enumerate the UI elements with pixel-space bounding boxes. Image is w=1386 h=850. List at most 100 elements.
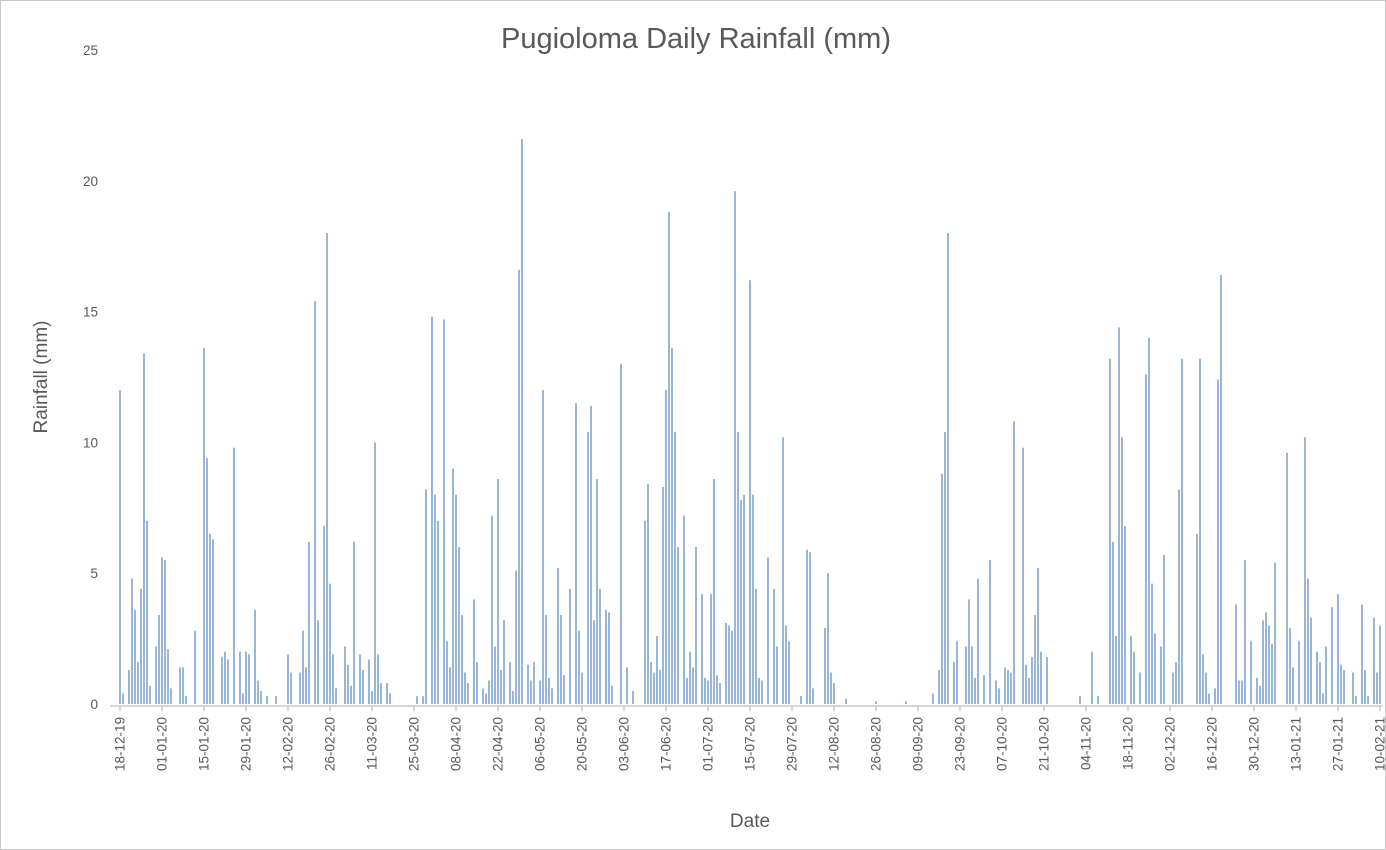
rainfall-bar: [464, 672, 466, 704]
rainfall-bar: [1298, 641, 1300, 704]
rainfall-bar: [587, 431, 589, 704]
rainfall-bar: [368, 659, 370, 704]
x-tick-label: 02-12-20: [1163, 717, 1178, 771]
rainfall-bar: [290, 672, 292, 704]
x-tick-label: 15-01-20: [197, 717, 212, 771]
y-tick-label: 15: [83, 305, 98, 320]
rainfall-bar: [134, 609, 136, 704]
rainfall-bar: [1097, 696, 1099, 704]
rainfall-bar: [1367, 696, 1369, 704]
x-tick-label: 18-11-20: [1121, 717, 1136, 770]
rainfall-bar: [185, 696, 187, 704]
rainfall-bar: [509, 662, 511, 704]
rainfall-bar: [1244, 560, 1246, 704]
rainfall-bar: [998, 688, 1000, 704]
rainfall-bar: [1379, 625, 1381, 704]
rainfall-bar: [1109, 358, 1111, 704]
rainfall-bar: [548, 677, 550, 704]
rainfall-bar: [1133, 651, 1135, 704]
rainfall-bar: [1310, 617, 1312, 704]
rainfall-bar: [1325, 646, 1327, 704]
rainfall-bar: [227, 659, 229, 704]
rainfall-bar: [755, 588, 757, 704]
rainfall-bar: [905, 701, 907, 704]
rainfall-bar: [806, 549, 808, 704]
rainfall-bar: [1205, 672, 1207, 704]
rainfall-bar: [728, 625, 730, 704]
rainfall-bar: [971, 646, 973, 704]
rainfall-bar: [683, 515, 685, 704]
rainfall-bar: [482, 688, 484, 704]
rainfall-bar: [581, 672, 583, 704]
rainfall-bar: [1121, 437, 1123, 704]
rainfall-bar: [833, 683, 835, 704]
rainfall-bar: [542, 390, 544, 704]
rainfall-bar: [1262, 620, 1264, 704]
x-tick-label: 13-01-21: [1289, 717, 1304, 771]
rainfall-bar: [545, 615, 547, 704]
x-tick-label: 17-06-20: [659, 717, 674, 771]
rainfall-bar: [983, 675, 985, 704]
rainfall-bar: [611, 685, 613, 704]
rainfall-bar: [122, 693, 124, 704]
rainfall-bar: [1274, 562, 1276, 704]
rainfall-bar: [875, 701, 877, 704]
x-tick-label: 01-07-20: [701, 717, 716, 771]
rainfall-bar: [593, 620, 595, 704]
rainfall-bar: [725, 622, 727, 704]
x-tick-label: 12-08-20: [827, 717, 842, 771]
rainfall-bar: [1292, 667, 1294, 704]
rainfall-bar: [131, 578, 133, 704]
rainfall-bar: [374, 442, 376, 704]
rainfall-bar: [1007, 669, 1009, 704]
bars-group: [119, 138, 1381, 704]
rainfall-bar: [707, 680, 709, 704]
rainfall-bar: [1337, 594, 1339, 704]
rainfall-bar: [1037, 567, 1039, 704]
rainfall-bar: [305, 667, 307, 704]
rainfall-bar: [1340, 664, 1342, 704]
rainfall-bar: [485, 693, 487, 704]
rainfall-bar: [221, 656, 223, 704]
rainfall-bar: [1331, 607, 1333, 704]
rainfall-bar: [128, 669, 130, 704]
rainfall-bar: [233, 447, 235, 704]
rainfall-bar: [1124, 526, 1126, 704]
rainfall-bar: [437, 520, 439, 704]
rainfall-bar: [1268, 625, 1270, 704]
rainfall-bar: [1364, 669, 1366, 704]
rainfall-bar: [659, 669, 661, 704]
rainfall-bar: [1118, 327, 1120, 704]
rainfall-bar: [752, 494, 754, 704]
rainfall-bar: [386, 683, 388, 704]
rainfall-bar: [650, 662, 652, 704]
rainfall-bar: [362, 669, 364, 704]
rainfall-bar: [158, 615, 160, 704]
rainfall-bar: [209, 533, 211, 704]
rainfall-bar: [1214, 688, 1216, 704]
rainfall-bar: [473, 599, 475, 704]
rainfall-bar: [575, 403, 577, 704]
rainfall-bar: [1352, 672, 1354, 704]
rainfall-bar: [656, 635, 658, 704]
rainfall-bar: [1307, 578, 1309, 704]
rainfall-bar: [203, 348, 205, 704]
rainfall-bar: [560, 615, 562, 704]
rainfall-bar: [692, 667, 694, 704]
rainfall-bar: [1373, 617, 1375, 704]
rainfall-bar: [620, 363, 622, 704]
x-tick-label: 15-07-20: [743, 717, 758, 771]
rainfall-bar: [1286, 452, 1288, 704]
rainfall-bar: [521, 138, 523, 704]
rainfall-bar: [1046, 656, 1048, 704]
rainfall-bar: [1289, 628, 1291, 704]
rainfall-bar: [827, 573, 829, 704]
y-tick-label: 5: [90, 566, 98, 581]
x-tick-label: 16-12-20: [1205, 717, 1220, 771]
rainfall-bar: [788, 641, 790, 704]
rainfall-bar: [266, 696, 268, 704]
rainfall-bar: [671, 348, 673, 704]
x-tick-label: 12-02-20: [281, 717, 296, 771]
x-tick-label: 23-09-20: [953, 717, 968, 771]
rainfall-bar: [1004, 667, 1006, 704]
